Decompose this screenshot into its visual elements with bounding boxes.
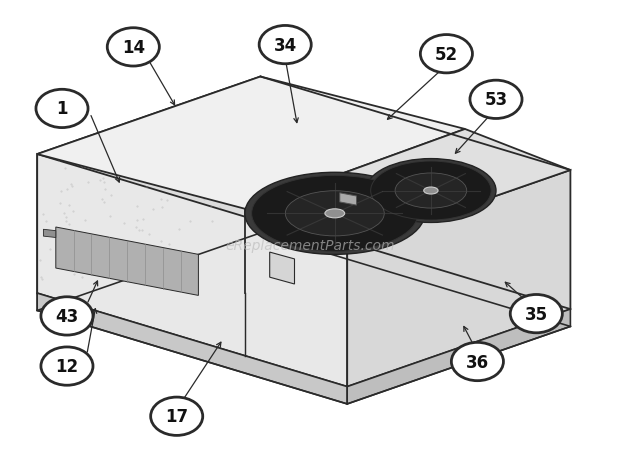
Polygon shape [37, 77, 260, 293]
Ellipse shape [252, 176, 418, 252]
Ellipse shape [395, 174, 467, 208]
Polygon shape [340, 193, 356, 206]
Ellipse shape [285, 191, 384, 237]
Circle shape [41, 297, 93, 335]
Polygon shape [37, 293, 347, 404]
Text: 12: 12 [55, 357, 79, 375]
Text: 36: 36 [466, 353, 489, 371]
Polygon shape [43, 230, 56, 238]
Ellipse shape [423, 187, 438, 195]
Polygon shape [245, 130, 570, 248]
Circle shape [36, 90, 88, 128]
Polygon shape [37, 77, 465, 209]
Circle shape [451, 343, 503, 381]
Text: 34: 34 [273, 36, 297, 55]
Polygon shape [347, 309, 570, 404]
Ellipse shape [325, 209, 345, 218]
Polygon shape [56, 228, 198, 296]
Circle shape [41, 347, 93, 385]
Text: 14: 14 [122, 39, 145, 57]
Polygon shape [37, 216, 260, 311]
Text: 1: 1 [56, 100, 68, 118]
Text: 53: 53 [484, 91, 508, 109]
Ellipse shape [366, 159, 496, 223]
Text: 17: 17 [165, 407, 188, 425]
Text: 35: 35 [525, 305, 548, 323]
Circle shape [510, 295, 562, 333]
Text: eReplacementParts.com: eReplacementParts.com [225, 239, 395, 253]
Ellipse shape [371, 162, 491, 221]
Polygon shape [270, 253, 294, 284]
Circle shape [420, 35, 472, 74]
Circle shape [470, 81, 522, 119]
Polygon shape [347, 171, 570, 387]
Text: 52: 52 [435, 46, 458, 64]
Text: 43: 43 [55, 307, 79, 325]
Circle shape [151, 397, 203, 435]
Ellipse shape [245, 173, 425, 255]
Circle shape [259, 26, 311, 65]
Circle shape [107, 29, 159, 67]
Polygon shape [37, 155, 347, 387]
